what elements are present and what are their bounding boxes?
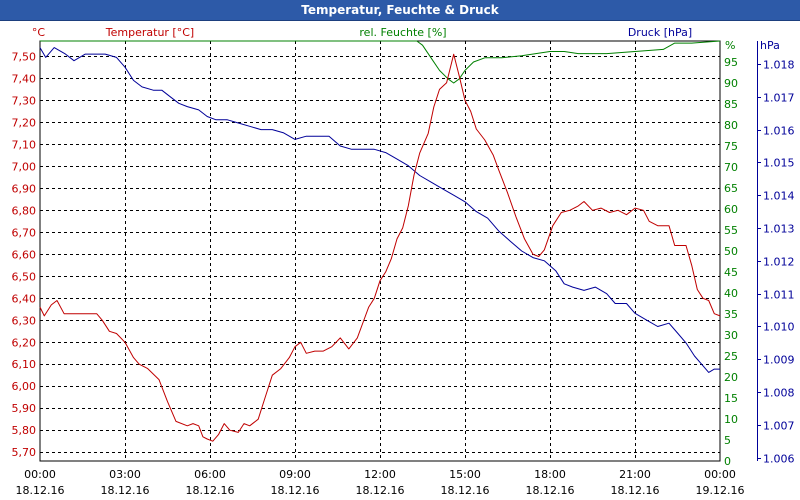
temperature-tick-label: 6,70 <box>12 226 37 239</box>
date-tick-label: 19.12.16 <box>696 484 745 497</box>
temperature-series-line <box>39 53 721 442</box>
date-tick-label: 18.12.16 <box>186 484 235 497</box>
temperature-tick-label: 5,80 <box>12 424 37 437</box>
pressure-unit-label: hPa <box>760 39 780 52</box>
time-tick-label: 03:00 <box>109 468 141 481</box>
time-tick-label: 00:00 <box>704 468 736 481</box>
title-bar <box>0 0 800 21</box>
temperature-tick-label: 6,80 <box>12 204 37 217</box>
series-layer <box>39 40 721 442</box>
humidity-tick-label: 90 <box>724 77 738 90</box>
humidity-tick-label: 70 <box>724 161 738 174</box>
time-tick-label: 21:00 <box>619 468 651 481</box>
temperature-tick-label: 6,50 <box>12 270 37 283</box>
humidity-tick-label: 80 <box>724 119 738 132</box>
time-tick-label: 12:00 <box>364 468 396 481</box>
time-tick-label: 00:00 <box>24 468 56 481</box>
temperature-tick-label: 6,20 <box>12 336 37 349</box>
pressure-tick-label: 1.006 <box>763 453 795 466</box>
temperature-unit-label: °C <box>32 26 46 39</box>
temperature-tick-label: 6,30 <box>12 314 37 327</box>
temperature-tick-label: 7,40 <box>12 72 37 85</box>
date-tick-label: 18.12.16 <box>611 484 660 497</box>
grid <box>40 41 720 461</box>
temperature-tick-label: 7,30 <box>12 94 37 107</box>
temperature-tick-label: 7,00 <box>12 160 37 173</box>
pressure-tick-label: 1.010 <box>763 321 795 334</box>
humidity-tick-label: 85 <box>724 98 738 111</box>
humidity-tick-label: 20 <box>724 371 738 384</box>
humidity-tick-label: 35 <box>724 308 738 321</box>
pressure-tick-label: 1.016 <box>763 125 795 138</box>
pressure-series-line <box>39 47 720 373</box>
date-tick-label: 18.12.16 <box>271 484 320 497</box>
pressure-tick-label: 1.015 <box>763 157 795 170</box>
pressure-legend-label: Druck [hPa] <box>628 26 692 39</box>
date-tick-label: 18.12.16 <box>356 484 405 497</box>
temperature-tick-label: 5,70 <box>12 446 37 459</box>
humidity-tick-label: 5 <box>724 434 731 447</box>
pressure-tick-label: 1.011 <box>763 289 795 302</box>
humidity-tick-label: 95 <box>724 56 738 69</box>
humidity-tick-label: 75 <box>724 140 738 153</box>
time-tick-label: 09:00 <box>279 468 311 481</box>
pressure-tick-label: 1.017 <box>763 92 795 105</box>
humidity-unit-label: % <box>725 39 735 52</box>
pressure-tick-label: 1.013 <box>763 223 795 236</box>
pressure-tick-label: 1.007 <box>763 420 795 433</box>
temperature-tick-label: 5,90 <box>12 402 37 415</box>
temperature-tick-label: 7,10 <box>12 138 37 151</box>
temperature-tick-label: 7,50 <box>12 50 37 63</box>
humidity-tick-label: 65 <box>724 182 738 195</box>
humidity-tick-label: 50 <box>724 245 738 258</box>
temperature-axis: 7,50 7,40 7,30 7,20 7,10 7,00 6,90 6,80 6,70 6,60… <box>12 50 37 459</box>
humidity-tick-label: 55 <box>724 224 738 237</box>
temperature-tick-label: 6,40 <box>12 292 37 305</box>
humidity-tick-label: 40 <box>724 287 738 300</box>
temperature-tick-label: 6,90 <box>12 182 37 195</box>
date-tick-label: 18.12.16 <box>101 484 150 497</box>
humidity-tick-label: 0 <box>724 455 731 468</box>
humidity-tick-label: 30 <box>724 329 738 342</box>
time-axis: 00:00 18.12.16 03:00 18.12.16 06:00 18.12.16 0… <box>16 468 745 497</box>
pressure-tick-label: 1.014 <box>763 190 795 203</box>
temperature-tick-label: 6,60 <box>12 248 37 261</box>
time-tick-label: 06:00 <box>194 468 226 481</box>
temperature-tick-label: 6,10 <box>12 358 37 371</box>
time-tick-label: 15:00 <box>449 468 481 481</box>
time-tick-label: 18:00 <box>534 468 566 481</box>
pressure-tick-label: 1.008 <box>763 387 795 400</box>
date-tick-label: 18.12.16 <box>16 484 65 497</box>
pressure-tick-label: 1.009 <box>763 354 795 367</box>
temperature-tick-label: 7,20 <box>12 116 37 129</box>
humidity-tick-label: 45 <box>724 266 738 279</box>
pressure-tick-label: 1.012 <box>763 256 795 269</box>
temperature-tick-label: 6,00 <box>12 380 37 393</box>
pressure-tick-label: 1.018 <box>763 59 795 72</box>
date-tick-label: 18.12.16 <box>526 484 575 497</box>
temperature-legend-label: Temperatur [°C] <box>105 26 194 39</box>
humidity-legend-label: rel. Feuchte [%] <box>359 26 446 39</box>
humidity-tick-label: 10 <box>724 413 738 426</box>
date-tick-label: 18.12.16 <box>441 484 490 497</box>
humidity-tick-label: 25 <box>724 350 738 363</box>
chart-title: Temperatur, Feuchte & Druck <box>301 3 499 17</box>
humidity-tick-label: 15 <box>724 392 738 405</box>
pressure-axis: 1.018 1.017 1.016 1.015 1.014 1.013 1.012 1.011… <box>757 41 795 466</box>
humidity-tick-label: 60 <box>724 203 738 216</box>
humidity-series-line <box>40 40 721 84</box>
